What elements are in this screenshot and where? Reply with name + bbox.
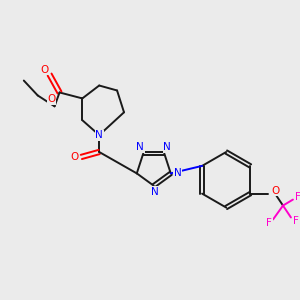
Text: O: O	[40, 64, 49, 75]
Text: N: N	[95, 130, 103, 140]
Text: N: N	[164, 142, 171, 152]
Text: O: O	[271, 186, 279, 196]
Text: F: F	[293, 216, 299, 226]
Text: N: N	[136, 142, 144, 152]
Text: F: F	[295, 192, 300, 202]
Text: O: O	[70, 152, 79, 162]
Text: N: N	[151, 187, 159, 197]
Text: O: O	[47, 94, 56, 104]
Text: N: N	[174, 168, 182, 178]
Text: F: F	[266, 218, 272, 228]
